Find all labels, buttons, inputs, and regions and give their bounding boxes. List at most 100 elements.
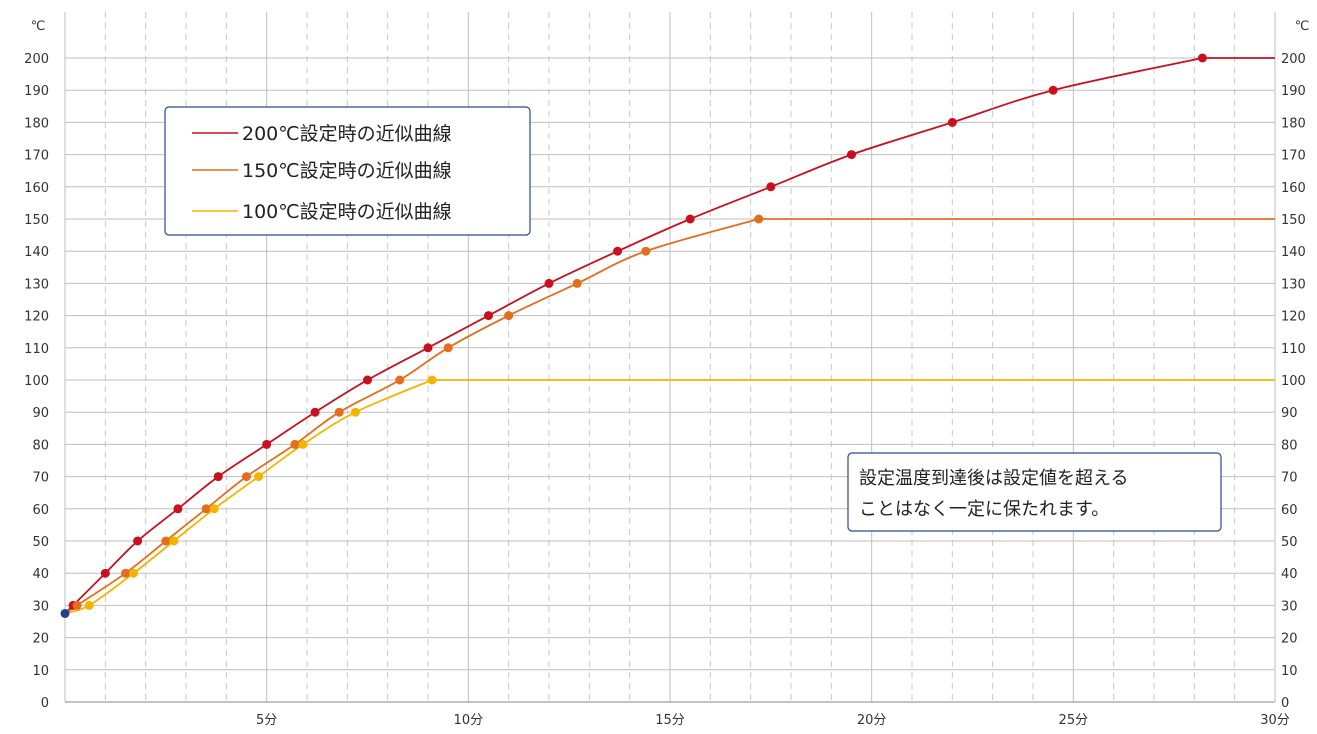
y-tick-label-right: 90 (1281, 406, 1298, 421)
data-point-series-1 (201, 504, 211, 514)
y-axis-left: 0 10 20 30 40 50 60 70 80 90 100 110 120 130 140 150 160… (24, 52, 49, 711)
y-tick-label-left: 100 (24, 374, 49, 389)
y-tick-label-right: 170 (1281, 149, 1306, 164)
data-point-series-0 (423, 343, 433, 353)
annotation-box (847, 452, 1222, 532)
data-point-series-1 (161, 536, 171, 546)
legend-label-200: 200℃設定時の近似曲線 (242, 123, 452, 145)
data-point-series-1 (242, 472, 251, 482)
y-tick-label-right: 130 (1281, 277, 1306, 292)
y-tick-label-right: 100 (1281, 374, 1306, 389)
y-tick-label-right: 150 (1281, 213, 1306, 228)
data-point-series-0 (544, 278, 554, 288)
data-point-series-0 (213, 472, 223, 482)
y-tick-label-left: 30 (32, 599, 49, 614)
data-point-series-0 (685, 214, 695, 224)
legend-label-100: 100℃設定時の近似曲線 (242, 201, 452, 223)
markers-layer (60, 53, 1207, 618)
data-point-series-1 (121, 568, 130, 578)
y-tick-label-left: 150 (24, 213, 49, 228)
y-tick-label-right: 60 (1281, 503, 1298, 518)
data-point-series-0 (100, 568, 110, 578)
data-point-series-2 (129, 568, 139, 578)
y-unit-label-left: ℃ (31, 19, 46, 34)
legend-label-150: 150℃設定時の近似曲線 (242, 160, 452, 182)
y-tick-label-right: 10 (1281, 664, 1298, 679)
y-tick-label-left: 70 (32, 471, 49, 486)
y-tick-label-right: 190 (1281, 84, 1306, 99)
y-tick-label-left: 90 (32, 406, 49, 421)
data-point-series-0 (363, 375, 372, 385)
data-point-series-2 (209, 504, 219, 514)
x-tick-label: 30分 (1260, 713, 1290, 728)
x-axis: 5分 10分 15分 20分 25分 30分 (256, 713, 1290, 728)
y-tick-label-left: 190 (24, 84, 49, 99)
y-axis-right: 0 10 20 30 40 50 60 70 80 90 100 110 120 130 140 150 160… (1281, 52, 1306, 711)
legend: 200℃設定時の近似曲線 150℃設定時の近似曲線 100℃設定時の近似曲線 (164, 106, 531, 236)
data-point-series-1 (443, 343, 453, 353)
y-tick-label-left: 10 (32, 664, 49, 679)
y-tick-label-left: 120 (24, 310, 49, 325)
data-point-series-1 (72, 600, 82, 610)
data-point-series-0 (1197, 53, 1207, 63)
start-point (60, 608, 70, 618)
data-point-series-0 (847, 150, 856, 160)
data-point-series-2 (84, 600, 94, 610)
data-point-series-2 (298, 439, 308, 449)
y-tick-label-left: 40 (32, 567, 49, 582)
y-tick-label-left: 130 (24, 277, 49, 292)
annotation-line-1: 設定温度到達後は設定値を超える (859, 468, 1128, 489)
y-tick-label-left: 180 (24, 116, 49, 131)
y-tick-label-right: 140 (1281, 245, 1306, 260)
data-point-series-1 (395, 375, 405, 385)
y-tick-label-left: 110 (24, 342, 49, 357)
data-point-series-0 (484, 311, 493, 321)
y-tick-label-right: 70 (1281, 471, 1298, 486)
y-tick-label-right: 80 (1281, 438, 1298, 453)
y-tick-label-right: 200 (1281, 52, 1306, 67)
x-tick-label: 25分 (1059, 713, 1089, 728)
data-point-series-0 (173, 504, 183, 514)
data-point-series-1 (641, 246, 651, 256)
y-tick-label-right: 20 (1281, 632, 1298, 647)
x-tick-label: 5分 (256, 713, 277, 728)
y-tick-label-right: 120 (1281, 310, 1306, 325)
data-point-series-2 (254, 472, 264, 482)
y-tick-label-left: 80 (32, 438, 49, 453)
y-tick-label-left: 0 (41, 696, 49, 711)
y-tick-label-right: 40 (1281, 567, 1298, 582)
y-unit-label-right: ℃ (1295, 19, 1310, 34)
legend-box (164, 106, 531, 236)
data-point-series-0 (133, 536, 143, 546)
data-point-series-0 (947, 117, 957, 127)
data-point-series-0 (310, 407, 320, 417)
annotation: 設定温度到達後は設定値を超える ことはなく一定に保たれます。 (847, 452, 1222, 532)
x-tick-label: 15分 (655, 713, 685, 728)
y-tick-label-right: 50 (1281, 535, 1298, 550)
data-point-series-2 (350, 407, 360, 417)
y-tick-label-right: 160 (1281, 181, 1306, 196)
data-point-series-2 (169, 536, 179, 546)
data-point-series-1 (754, 214, 764, 224)
data-point-series-0 (1048, 85, 1058, 95)
data-point-series-0 (766, 182, 776, 192)
annotation-line-2: ことはなく一定に保たれます。 (859, 499, 1109, 520)
y-tick-label-right: 180 (1281, 116, 1306, 131)
y-tick-label-right: 110 (1281, 342, 1306, 357)
y-tick-label-right: 0 (1281, 696, 1289, 711)
data-point-series-2 (427, 375, 437, 385)
data-point-series-1 (334, 407, 344, 417)
data-point-series-1 (504, 311, 514, 321)
data-point-series-0 (613, 246, 623, 256)
y-tick-label-left: 60 (32, 503, 49, 518)
x-tick-label: 10分 (454, 713, 484, 728)
y-tick-label-right: 30 (1281, 599, 1298, 614)
data-point-series-1 (572, 278, 582, 288)
y-tick-label-left: 200 (24, 52, 49, 67)
y-tick-label-left: 140 (24, 245, 49, 260)
x-tick-label: 20分 (857, 713, 887, 728)
y-tick-label-left: 50 (32, 535, 49, 550)
y-tick-label-left: 20 (32, 632, 49, 647)
data-point-series-0 (262, 439, 272, 449)
